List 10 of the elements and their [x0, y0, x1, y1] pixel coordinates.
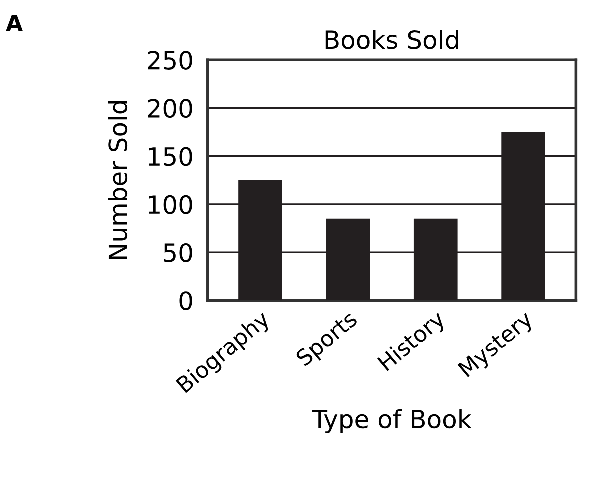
y-tick-label: 250	[148, 51, 192, 70]
chart-title: Books Sold	[326, 30, 458, 50]
y-axis-title: Number Sold	[108, 101, 128, 260]
y-tick-label: 100	[149, 195, 192, 214]
y-tick-label: 200	[148, 99, 192, 118]
y-tick-label: 50	[164, 243, 192, 262]
x-axis-title: Type of Book	[312, 409, 472, 434]
text: A	[6, 15, 24, 32]
y-tick-label: 150	[149, 147, 192, 166]
y-tick-label: 0	[180, 292, 192, 310]
